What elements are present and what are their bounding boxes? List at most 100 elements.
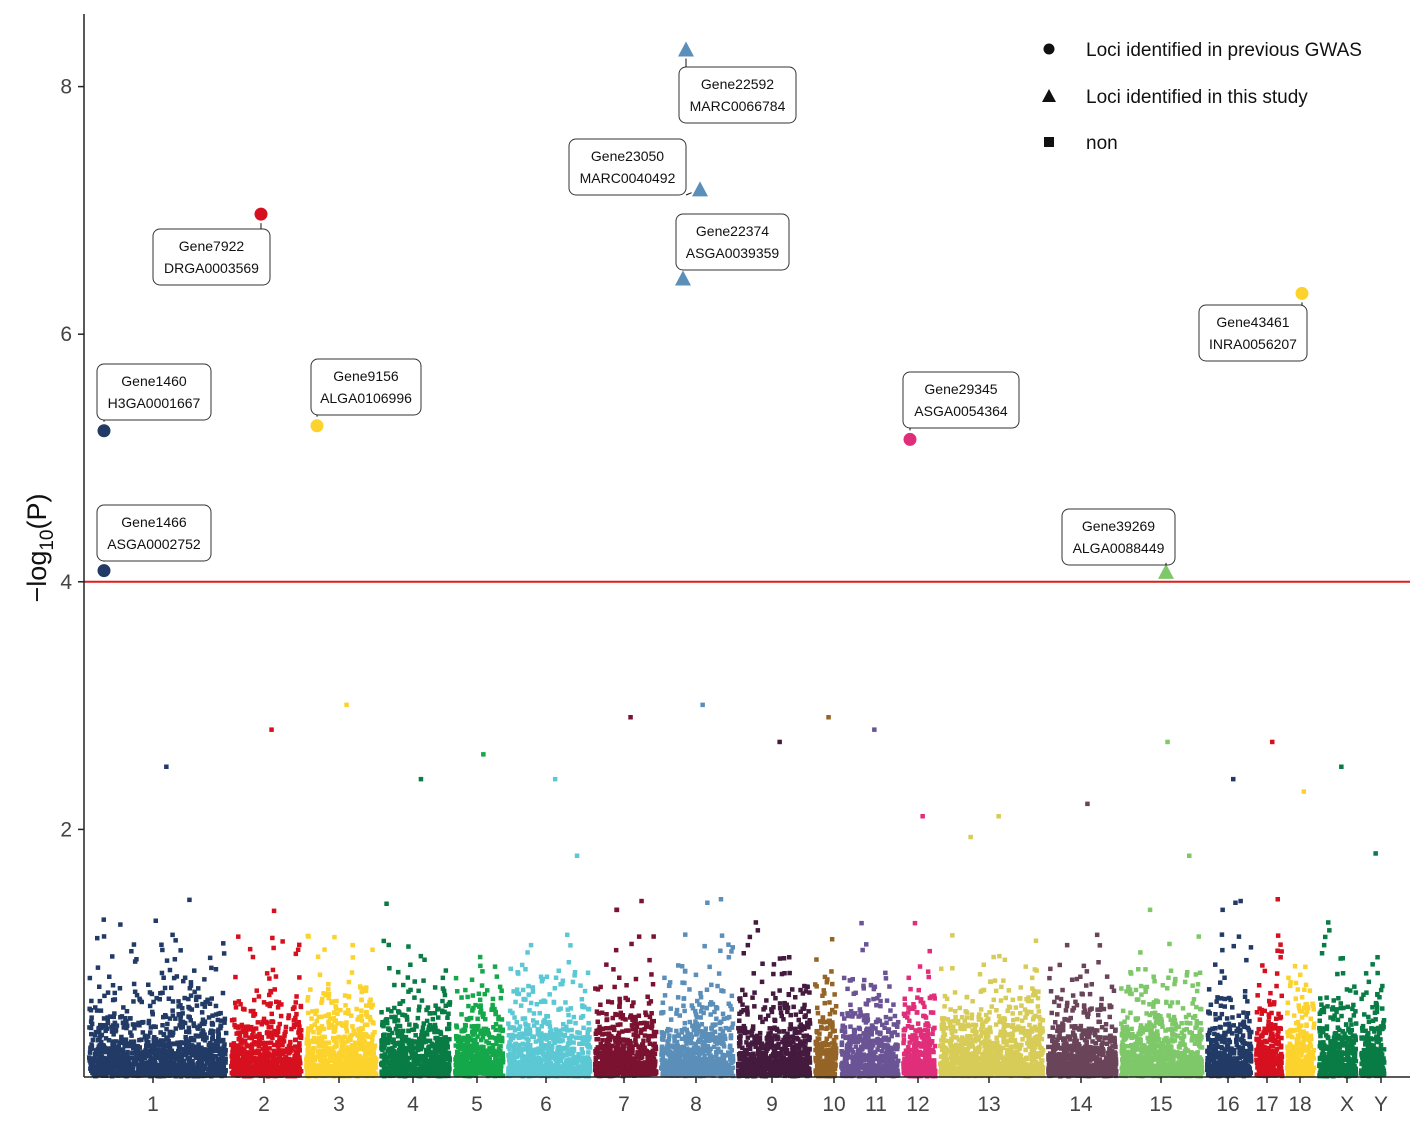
snp-point	[316, 1066, 322, 1072]
snp-point	[261, 1000, 267, 1005]
snp-point	[359, 1008, 364, 1013]
snp-point	[395, 1069, 401, 1075]
snp-point	[316, 1069, 321, 1074]
snp-point	[544, 1043, 549, 1048]
snp-point	[139, 1061, 145, 1067]
snp-point	[237, 1030, 242, 1035]
snp-point	[272, 1031, 277, 1037]
snp-point	[169, 1041, 174, 1046]
snp-point	[587, 1027, 592, 1032]
snp-point	[513, 1033, 519, 1039]
snp-point	[117, 1040, 123, 1045]
snp-point	[335, 1061, 341, 1066]
snp-point	[475, 1057, 480, 1063]
snp-point	[494, 1060, 499, 1065]
snp-point	[336, 1034, 341, 1040]
snp-point	[114, 1045, 119, 1050]
snp-point	[215, 1057, 221, 1063]
snp-point	[424, 1018, 430, 1024]
snp-point	[520, 1041, 525, 1047]
snp-point	[444, 1054, 449, 1060]
snp-point	[357, 984, 363, 989]
snp-point	[152, 1044, 157, 1049]
snp-point	[265, 1068, 271, 1074]
snp-point	[469, 1029, 475, 1035]
snp-point	[362, 1022, 368, 1028]
snp-point	[571, 1066, 576, 1072]
snp-point	[579, 1047, 585, 1052]
snp-point	[162, 1051, 167, 1056]
snp-point	[264, 1048, 270, 1053]
snp-point	[105, 990, 111, 995]
snp-point	[513, 999, 518, 1005]
snp-point	[638, 1021, 643, 1026]
snp-point	[275, 1029, 281, 1034]
snp-point	[642, 1020, 647, 1026]
snp-point	[550, 1044, 555, 1050]
snp-point	[220, 1059, 225, 1065]
snp-point	[429, 1041, 435, 1047]
snp-point	[93, 1029, 99, 1035]
snp-point	[500, 1073, 506, 1079]
snp-point	[114, 1064, 120, 1069]
snp-point	[104, 1049, 110, 1055]
snp-point	[569, 1027, 574, 1033]
snp-point	[92, 1033, 98, 1038]
snp-point	[342, 1055, 348, 1060]
snp-point	[202, 1032, 207, 1037]
snp-point	[441, 988, 447, 994]
snp-point	[215, 1036, 221, 1041]
snp-point	[412, 1059, 418, 1065]
snp-point	[499, 988, 504, 993]
snp-point	[184, 1037, 189, 1042]
snp-point	[132, 1062, 138, 1067]
snp-point	[170, 1008, 175, 1013]
snp-point	[380, 1047, 385, 1053]
snp-point	[117, 986, 123, 991]
snp-point	[321, 1067, 326, 1072]
snp-point	[312, 1045, 317, 1051]
snp-point	[395, 1055, 401, 1060]
snp-point	[265, 1030, 270, 1035]
snp-point	[221, 1037, 226, 1043]
snp-point	[324, 1061, 329, 1066]
snp-point	[538, 1063, 544, 1068]
snp-point	[412, 1063, 417, 1068]
snp-point	[555, 1058, 561, 1064]
snp-point	[90, 1037, 96, 1043]
snp-point	[281, 1048, 286, 1053]
snp-point	[370, 947, 375, 952]
snp-point	[276, 1051, 281, 1056]
snp-point	[404, 1072, 409, 1077]
snp-point	[630, 1027, 636, 1032]
snp-point	[561, 1022, 566, 1027]
snp-point	[586, 1020, 591, 1026]
snp-point	[110, 997, 116, 1003]
snp-point	[453, 1043, 458, 1048]
snp-point	[628, 1015, 633, 1020]
snp-point	[338, 1049, 343, 1054]
snp-point	[363, 1067, 368, 1072]
snp-point	[178, 1051, 183, 1057]
snp-point	[115, 1052, 121, 1057]
chromosome-points-7	[593, 715, 659, 1079]
snp-point	[193, 1055, 199, 1060]
snp-point	[211, 1029, 216, 1034]
snp-point	[539, 1031, 544, 1036]
snp-point	[638, 1060, 644, 1066]
snp-point	[455, 1067, 460, 1072]
snp-point	[392, 1063, 397, 1068]
snp-point	[91, 1068, 96, 1074]
snp-point	[459, 1043, 465, 1048]
snp-point	[131, 999, 136, 1004]
snp-point	[364, 985, 369, 990]
snp-point	[197, 1056, 202, 1061]
snp-point	[372, 1072, 377, 1078]
snp-point	[170, 1032, 175, 1037]
snp-point	[186, 1039, 192, 1044]
snp-point	[128, 1056, 133, 1061]
snp-point	[298, 1035, 303, 1040]
snp-point	[251, 1068, 257, 1074]
snp-point	[244, 1053, 249, 1058]
snp-point	[527, 1045, 533, 1050]
